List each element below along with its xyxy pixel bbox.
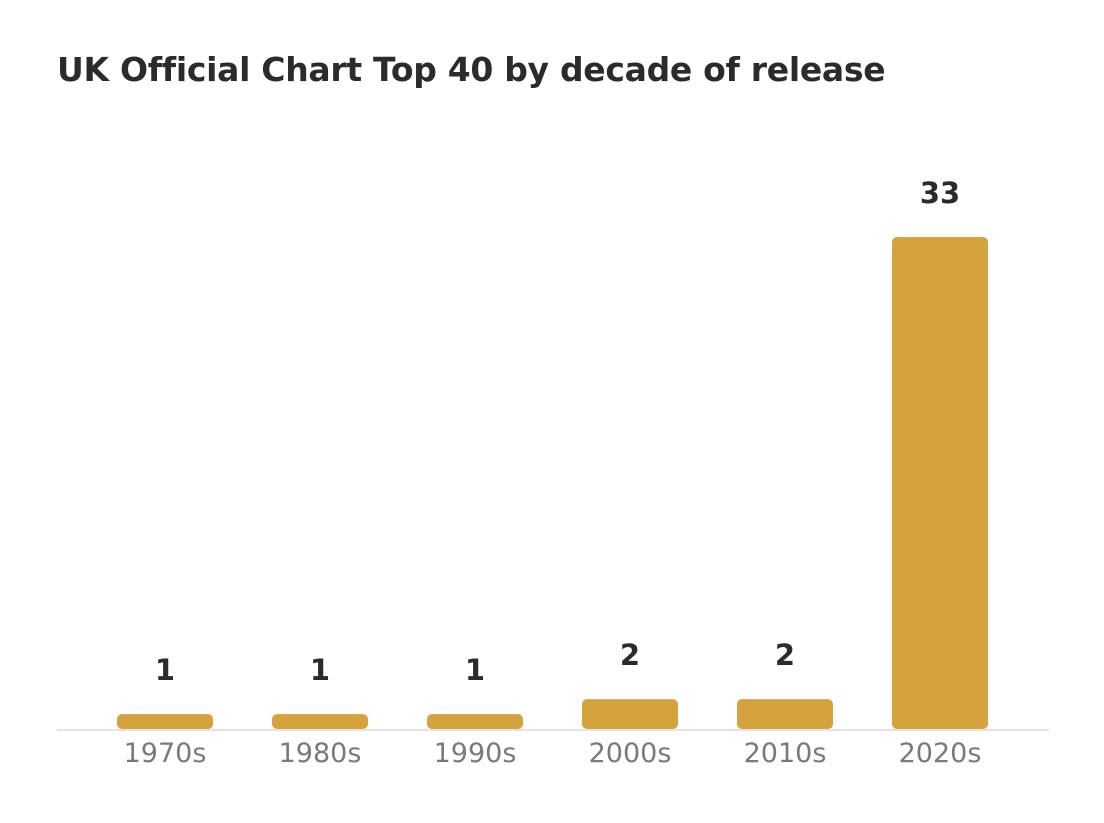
- chart-title: UK Official Chart Top 40 by decade of re…: [57, 50, 886, 89]
- value-label-1990s: 1: [465, 653, 485, 687]
- x-tick-label-1970s: 1970s: [124, 738, 207, 769]
- value-label-2000s: 2: [620, 638, 640, 672]
- value-label-2010s: 2: [775, 638, 795, 672]
- bar-1990s: [427, 714, 523, 729]
- bar-2000s: [582, 699, 678, 729]
- x-tick-label-2010s: 2010s: [744, 738, 827, 769]
- bar-1980s: [272, 714, 368, 729]
- bar-2010s: [737, 699, 833, 729]
- value-label-1970s: 1: [155, 653, 175, 687]
- x-tick-label-1990s: 1990s: [434, 738, 517, 769]
- value-label-2020s: 33: [920, 176, 960, 210]
- value-labels-group: 1 1 1 2 2 33: [155, 176, 960, 687]
- value-label-1980s: 1: [310, 653, 330, 687]
- x-tick-label-2020s: 2020s: [899, 738, 982, 769]
- x-tick-label-1980s: 1980s: [279, 738, 362, 769]
- x-tick-label-2000s: 2000s: [589, 738, 672, 769]
- bar-2020s: [892, 237, 988, 729]
- bars-group: [117, 237, 988, 729]
- bar-1970s: [117, 714, 213, 729]
- x-tick-labels-group: 1970s 1980s 1990s 2000s 2010s 2020s: [124, 738, 982, 769]
